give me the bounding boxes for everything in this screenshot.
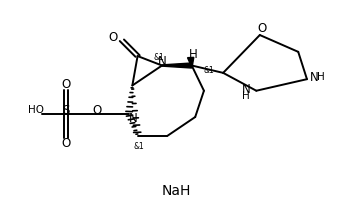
Text: &1: &1 xyxy=(154,53,165,62)
Polygon shape xyxy=(188,57,194,66)
Text: O: O xyxy=(61,137,71,150)
Text: O: O xyxy=(61,78,71,91)
Text: NaH: NaH xyxy=(161,184,191,198)
Text: H: H xyxy=(242,91,250,101)
Text: H: H xyxy=(317,72,325,82)
Text: &1: &1 xyxy=(134,141,145,151)
Text: S: S xyxy=(62,104,70,117)
Text: &1: &1 xyxy=(204,66,215,75)
Text: O: O xyxy=(108,31,118,44)
Text: N: N xyxy=(129,112,137,125)
Polygon shape xyxy=(162,63,192,68)
Text: N: N xyxy=(158,55,166,68)
Text: N: N xyxy=(309,71,318,83)
Text: O: O xyxy=(93,104,102,117)
Text: O: O xyxy=(257,22,266,35)
Text: H: H xyxy=(189,49,198,62)
Text: HO: HO xyxy=(27,105,44,115)
Text: N: N xyxy=(241,83,250,96)
